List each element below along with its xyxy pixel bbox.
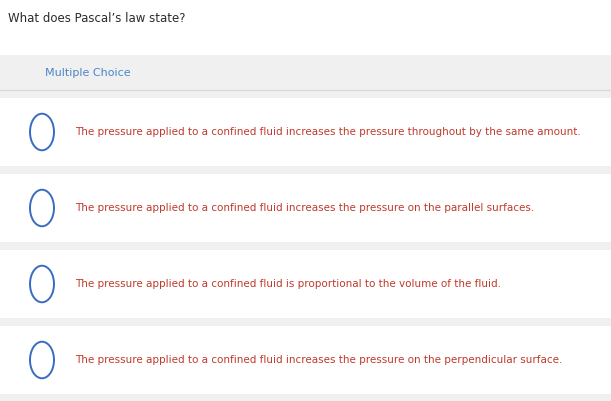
Text: The pressure applied to a confined fluid increases the pressure on the perpendic: The pressure applied to a confined fluid… bbox=[75, 355, 562, 365]
Ellipse shape bbox=[30, 266, 54, 302]
Ellipse shape bbox=[30, 190, 54, 226]
FancyBboxPatch shape bbox=[0, 250, 611, 318]
FancyBboxPatch shape bbox=[0, 55, 611, 90]
Text: The pressure applied to a confined fluid increases the pressure on the parallel : The pressure applied to a confined fluid… bbox=[75, 203, 534, 213]
Ellipse shape bbox=[30, 114, 54, 150]
Ellipse shape bbox=[30, 342, 54, 378]
FancyBboxPatch shape bbox=[0, 55, 611, 401]
Text: The pressure applied to a confined fluid increases the pressure throughout by th: The pressure applied to a confined fluid… bbox=[75, 127, 580, 137]
Text: What does Pascal’s law state?: What does Pascal’s law state? bbox=[8, 12, 186, 25]
FancyBboxPatch shape bbox=[0, 326, 611, 394]
FancyBboxPatch shape bbox=[0, 98, 611, 166]
FancyBboxPatch shape bbox=[0, 174, 611, 242]
Text: The pressure applied to a confined fluid is proportional to the volume of the fl: The pressure applied to a confined fluid… bbox=[75, 279, 501, 289]
Text: Multiple Choice: Multiple Choice bbox=[45, 67, 131, 77]
